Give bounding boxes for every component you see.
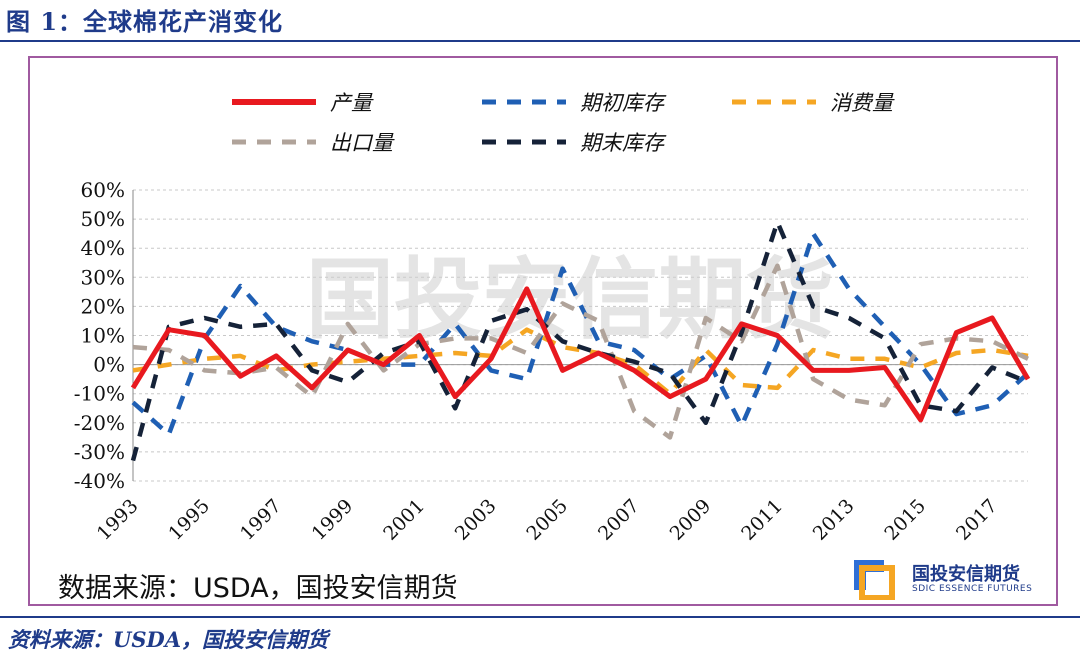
series-line (130, 219, 1029, 462)
figure-title: 图 1：全球棉花产消变化 (6, 7, 284, 36)
brand-logo: 国投安信期货 SDIC ESSENCE FUTURES (850, 556, 1050, 600)
footer-source: 资料来源：USDA，国投安信期货 (8, 627, 328, 652)
y-tick-label: -10% (74, 382, 125, 406)
legend-label: 消费量 (830, 91, 895, 115)
series-line (131, 231, 1030, 437)
brand-mark-icon (854, 560, 895, 600)
chart-frame (28, 56, 1058, 606)
y-axis: 60% 50% 40% 30% 20% 10% 0% -10% -20% -30% -40% (74, 178, 134, 493)
chart-watermark: 国投安信期货 (306, 248, 834, 351)
x-tick-label: 2017 (952, 495, 1002, 545)
legend-label: 出口量 (330, 131, 395, 155)
x-axis: 1993 1995 1997 1999 2001 2003 2005 2007 2009 2011… (93, 364, 1028, 545)
x-tick-label: 1995 (164, 495, 214, 545)
x-tick-label: 1997 (236, 495, 286, 545)
y-tick-label: 0% (93, 353, 125, 377)
y-tick-label: -30% (74, 440, 125, 464)
x-tick-label: 2001 (379, 495, 429, 545)
legend-label: 期末库存 (580, 131, 667, 155)
x-tick-label: 2003 (451, 495, 501, 545)
x-tick-label: 2009 (666, 495, 716, 545)
y-tick-label: 50% (81, 207, 125, 231)
y-tick-label: 30% (81, 265, 125, 289)
legend-label: 产量 (330, 91, 374, 115)
y-tick-label: -40% (74, 469, 125, 493)
series-line (132, 327, 1029, 396)
series-line (130, 286, 1031, 423)
x-tick-label: 2015 (880, 495, 930, 545)
inner-source-note: 数据来源：USDA，国投安信期货 (58, 573, 458, 604)
brand-name-en: SDIC ESSENCE FUTURES (912, 584, 1033, 594)
footer-divider (0, 616, 1080, 618)
y-tick-label: 10% (81, 324, 125, 348)
x-tick-label: 1993 (93, 495, 143, 545)
x-tick-label: 2013 (809, 495, 859, 545)
x-tick-label: 2005 (522, 495, 572, 545)
y-tick-label: 40% (81, 236, 125, 260)
y-tick-label: 60% (81, 178, 125, 202)
title-divider (0, 40, 1080, 42)
y-tick-label: 20% (81, 294, 125, 318)
series-line (132, 263, 1029, 440)
x-tick-label: 2007 (594, 495, 644, 545)
x-tick-label: 1999 (308, 495, 358, 545)
x-tick-label: 2011 (737, 495, 787, 545)
brand-name-cn: 国投安信期货 (912, 564, 1020, 585)
chart-series (130, 219, 1031, 462)
legend-label: 期初库存 (580, 91, 667, 115)
y-tick-label: -20% (74, 411, 125, 435)
